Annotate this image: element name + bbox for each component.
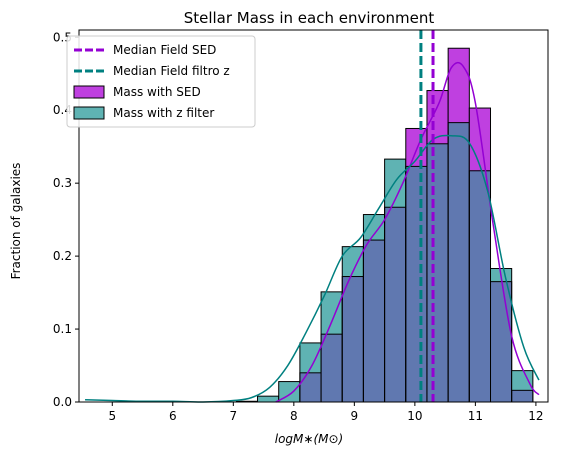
histogram-bar (299, 342, 322, 373)
histogram-bar (384, 159, 406, 208)
legend-entry-label: Median Field SED (113, 43, 216, 57)
histogram-bar-overlap (299, 372, 322, 402)
x-tick-label: 10 (407, 409, 422, 423)
histogram-bar (469, 108, 491, 171)
legend-entry-label: Mass with SED (113, 85, 201, 99)
x-tick-label: 12 (528, 409, 543, 423)
x-tick-label: 9 (351, 409, 359, 423)
histogram-bar-overlap (384, 207, 406, 402)
plot-area (78, 29, 549, 403)
histogram-bar (363, 214, 385, 241)
histogram-bar-overlap (469, 170, 491, 402)
histogram-bar (257, 396, 279, 402)
histogram-bar-overlap (448, 122, 470, 403)
legend-box (66, 35, 256, 128)
x-tick-label: 11 (468, 409, 483, 423)
histogram-bar-overlap (405, 166, 427, 402)
y-tick-label: 0.0 (53, 395, 72, 409)
histogram-bar (448, 48, 470, 123)
y-tick-label: 0.1 (53, 322, 72, 336)
x-tick-label: 8 (290, 409, 298, 423)
histogram-bar-overlap (426, 143, 449, 402)
kde-curve (275, 61, 540, 403)
x-axis-label: logM∗(M⊙) (275, 432, 343, 446)
plot-frame (78, 29, 549, 403)
histogram-bar-overlap (490, 281, 512, 402)
histogram-bar (511, 370, 533, 391)
histogram-bar-overlap (511, 390, 533, 402)
histogram-bar-overlap (321, 334, 343, 402)
x-tick-label: 5 (108, 409, 116, 423)
x-axis: 5 6 7 8 9 10 11 12 (108, 402, 544, 423)
histogram-bar-overlap (363, 240, 385, 402)
histogram-bar (278, 381, 300, 402)
x-tick-label: 6 (169, 409, 177, 423)
legend-entry-label: Mass with z filter (113, 106, 214, 120)
chart-title: Stellar Mass in each environment (184, 9, 435, 27)
y-tick-label: 0.2 (53, 249, 72, 263)
histogram-bar (342, 246, 364, 277)
legend-patch-swatch (73, 106, 105, 120)
histogram-bar (321, 291, 343, 335)
y-tick-label: 0.3 (53, 176, 72, 190)
legend-entry-label: Median Field filtro z (113, 64, 230, 78)
legend: Median Field SED Median Field filtro z Mas… (66, 35, 256, 128)
histogram-bar-overlap (342, 276, 364, 402)
y-axis-label: Fraction of galaxies (9, 163, 23, 280)
legend-patch-swatch (73, 85, 105, 99)
x-tick-label: 7 (229, 409, 237, 423)
